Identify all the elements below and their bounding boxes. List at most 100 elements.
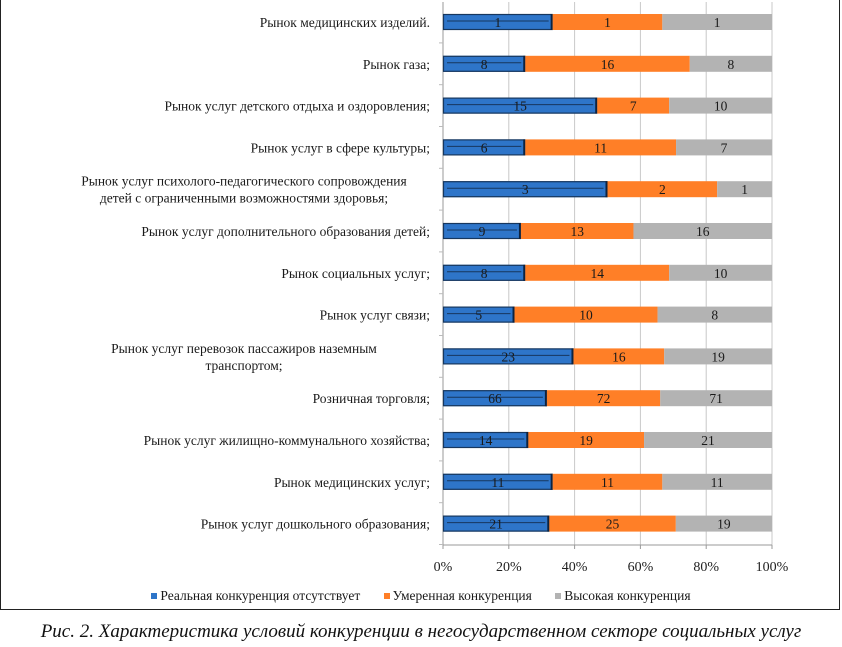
bar-segment <box>660 390 772 407</box>
bar-segment <box>443 55 526 72</box>
bar-segment <box>443 14 553 30</box>
bar-segment <box>443 181 608 198</box>
data-label: 10 <box>579 308 593 323</box>
data-label: 7 <box>630 99 637 114</box>
bars: 1 1 18 16 815 7 106 11 73 2 19 13 168 14 105 10 823 16 196… <box>442 13 772 532</box>
legend-label: Высокая конкуренция <box>564 588 691 603</box>
data-label: 15 <box>513 99 527 114</box>
data-label: 7 <box>721 140 728 155</box>
bar-segment <box>525 139 677 156</box>
data-label: 71 <box>709 391 723 406</box>
data-label: 19 <box>717 517 731 532</box>
data-label: 11 <box>601 475 614 490</box>
data-label: 6 <box>481 140 488 155</box>
legend-item-high: Высокая конкуренция <box>555 588 691 604</box>
category-label: Рынок услуг жилищно-коммунального хозяйс… <box>144 433 430 448</box>
category-label: детей с ограниченными возможностями здор… <box>100 191 388 206</box>
data-label: 1 <box>714 15 721 30</box>
data-label: 25 <box>606 517 620 532</box>
category-label: Рынок услуг психолого-педагогического со… <box>81 174 407 189</box>
data-label: 5 <box>475 308 482 323</box>
category-label: Рынок услуг дошкольного образования; <box>201 517 430 532</box>
data-label: 8 <box>481 266 488 281</box>
bar-segment <box>717 181 772 198</box>
bar-segment <box>443 306 515 323</box>
x-tick-label: 80% <box>693 560 719 575</box>
legend-swatch <box>383 592 390 599</box>
stacked-bar-chart: 1 1 18 16 815 7 106 11 73 2 19 13 168 14 105 10 823 16 196… <box>81 2 789 575</box>
bar-segment <box>552 14 663 30</box>
legend-item-none: Реальная конкуренция отсутствует <box>151 588 360 604</box>
x-axis-ticks: 0% 20% 40% 60% 80% 100% <box>434 560 789 575</box>
data-label: 3 <box>522 182 529 197</box>
bar-segment <box>607 181 718 198</box>
data-label: 1 <box>741 182 748 197</box>
bar-segment <box>443 515 550 532</box>
data-label: 72 <box>597 391 611 406</box>
data-label: 16 <box>696 224 710 239</box>
data-label: 21 <box>489 517 503 532</box>
bar-segment <box>443 473 553 490</box>
data-label: 10 <box>714 266 728 281</box>
x-tick-label: 40% <box>562 560 588 575</box>
data-label: 11 <box>594 140 607 155</box>
category-label: транспортом; <box>205 358 282 373</box>
bar-segment <box>443 223 521 239</box>
bar-segment <box>669 97 772 114</box>
bar-segment <box>675 515 772 532</box>
data-label: 11 <box>491 475 504 490</box>
legend-swatch <box>151 592 158 599</box>
bar-segment <box>676 139 772 156</box>
chart-frame <box>0 0 840 610</box>
bar-segment <box>525 55 690 72</box>
category-label: Рынок медицинских изделий. <box>260 15 430 30</box>
category-label: Рынок услуг связи; <box>320 308 430 323</box>
bar-segment <box>657 306 772 323</box>
bar-segment <box>443 348 574 365</box>
category-label: Розничная торговля; <box>313 391 430 406</box>
data-label: 9 <box>479 224 486 239</box>
x-tick-label: 0% <box>434 560 453 575</box>
data-label: 10 <box>714 99 728 114</box>
data-label: 16 <box>601 57 615 72</box>
legend: Реальная конкуренция отсутствует Умеренн… <box>0 588 842 604</box>
legend-label: Умеренная конкуренция <box>392 588 532 603</box>
bar-segment <box>546 390 661 407</box>
data-label: 8 <box>711 308 718 323</box>
bar-segment <box>662 14 772 30</box>
category-label: Рынок услуг дополнительного образования … <box>141 224 430 239</box>
data-label: 1 <box>494 15 501 30</box>
bar-segment <box>633 223 772 239</box>
category-label: Рынок социальных услуг; <box>281 266 430 281</box>
data-label: 14 <box>479 433 493 448</box>
category-labels: Рынок медицинских изделий. Рынок газа; Рын… <box>81 15 430 532</box>
category-label: Рынок услуг в сфере культуры; <box>251 140 430 155</box>
figure-caption: Рис. 2. Характеристика условий конкуренц… <box>40 621 802 642</box>
bar-segment <box>664 348 772 365</box>
category-label: Рынок услуг перевозок пассажиров наземны… <box>111 341 377 356</box>
data-label: 13 <box>570 224 584 239</box>
category-label: Рынок газа; <box>363 57 430 72</box>
category-label: Рынок услуг детского отдыха и оздоровлен… <box>164 99 430 114</box>
legend-swatch <box>555 592 562 599</box>
data-label: 2 <box>659 182 666 197</box>
bar-segment <box>443 139 526 156</box>
bar-segment <box>573 348 665 365</box>
data-label: 1 <box>604 15 611 30</box>
bar-segment <box>443 264 526 281</box>
bar-segment <box>528 432 645 448</box>
bar-segment <box>520 223 634 239</box>
bar-segment <box>514 306 658 323</box>
data-label: 8 <box>728 57 735 72</box>
bar-segment <box>549 515 676 532</box>
bar-segment <box>552 473 663 490</box>
data-label: 66 <box>488 391 502 406</box>
data-label: 19 <box>579 433 593 448</box>
bar-segment <box>597 97 670 114</box>
category-label: Рынок медицинских услуг; <box>274 475 430 490</box>
bar-segment <box>443 97 598 114</box>
data-label: 8 <box>481 57 488 72</box>
data-label: 21 <box>701 433 715 448</box>
legend-item-moderate: Умеренная конкуренция <box>383 588 532 604</box>
x-tick-label: 20% <box>496 560 522 575</box>
